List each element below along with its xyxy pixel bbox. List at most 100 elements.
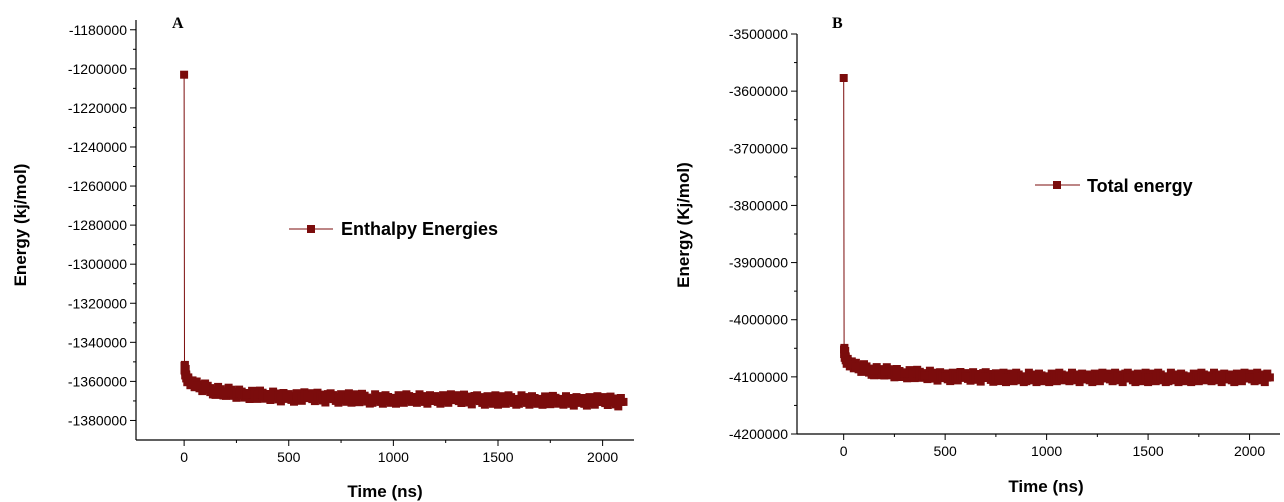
panel-a-data-point [431,395,440,403]
panel-b-data-point [1002,373,1010,382]
panel-a-y-tick-label: -1260000 [68,178,127,194]
panel-b-x-tick-label: 500 [933,443,957,459]
panel-b-data-point [1062,373,1071,382]
panel-b-series-line [843,77,1270,378]
panel-a-data-point [556,396,565,405]
panel-b-legend-label: Total energy [1087,176,1193,196]
panel-a-data-point [410,395,419,403]
panel-a-x-tick-label: 0 [180,449,188,465]
panel-b-data-point [870,366,879,375]
panel-b-y-tick-label: -4000000 [729,312,788,328]
panel-b-data-point [839,74,848,82]
panel-b-data-point [961,372,970,381]
panel-a-data-point [473,396,482,404]
panel-a-x-axis-title: Time (ns) [347,482,422,501]
panel-a-y-tick-label: -1320000 [68,295,127,311]
panel-a-y-axis-title: Energy (kj/mol) [11,164,30,287]
panel-b: B Time (ns) Energy (Kj/mol) -4200000 -410… [674,15,1280,496]
panel-a-data-point [192,381,201,390]
panel-a-y-tick-label: -1300000 [68,256,127,272]
panel-b-data-point [843,356,852,365]
panel-b-y-tick-label: -4200000 [729,426,788,442]
panel-a-data-point [201,384,210,393]
panel-b-data-point [1164,373,1173,382]
panel-a-y-tick-label: -1380000 [68,412,127,428]
panel-b-data-point [1123,373,1132,382]
panel-b-data-point [1144,373,1153,382]
panel-b-data-point [1083,373,1092,382]
panel-b-data-point [880,367,889,376]
panel-a-data-point [180,361,189,370]
panel-a-data-point [284,393,293,401]
panel-b-legend: Total energy [1035,176,1193,196]
panel-a-data-point [242,390,251,399]
panel-b-data-point [1205,373,1213,382]
panel-b-data-point [900,369,909,378]
panel-b-data-point [941,372,950,381]
panel-a-y-tick-label: -1340000 [68,334,127,350]
panel-a-y-tick-label: -1240000 [68,139,127,155]
panel-b-x-tick-label: 0 [840,443,848,459]
panel-b-data-point [1022,373,1031,382]
panel-a-x-tick-label: 2000 [587,449,618,465]
panel-a-data-point [347,394,356,402]
panel-b-y-tick-label: -3900000 [729,255,788,271]
panel-b-y-tick-label: -3700000 [729,140,788,156]
panel-a-data-point [184,375,193,384]
panel-a-data-point [368,395,377,403]
panel-a-plot-area: -1380000 -1360000 -1340000 -1320000 -1300000… [68,20,634,465]
panel-a-x-tick-label: 1000 [378,449,409,465]
panel-b-data-point [851,362,860,371]
panel-a-legend-marker [307,225,315,233]
panel-a-data-point [305,393,314,401]
panel-a-data-point [514,396,523,404]
panel-a-data-point [452,395,461,403]
panel-a-data-point [263,392,272,400]
panel-b-x-axis-title: Time (ns) [1008,477,1083,496]
panel-a-y-tick-label: -1360000 [68,373,127,389]
panel-b-y-tick-label: -3600000 [729,83,788,99]
panel-a-label: A [172,15,184,32]
panel-b-data-point [1225,373,1234,382]
panel-b-label: B [832,15,843,32]
panel-a-data-point [494,396,502,404]
panel-a-data-point [211,386,220,395]
panel-b-data-point [920,371,929,380]
panel-b-y-tick-label: -3800000 [729,197,788,213]
panel-a-data-point [188,379,197,388]
panel-a-data-point [180,70,189,79]
panel-b-data-point [847,360,856,369]
panel-a: A Time (ns) Energy (kj/mol) -1380000 -136… [11,15,634,501]
panel-a-data-point [598,396,607,405]
panel-b-x-tick-label: 1500 [1133,443,1164,459]
panel-b-y-tick-label: -3500000 [729,26,788,42]
panel-b-y-axis-title: Energy (Kj/mol) [674,162,693,288]
panel-a-data-point [326,394,335,402]
panel-a-x-tick-label: 500 [277,449,301,465]
panel-a-data-point [577,396,586,405]
panel-a-data-point [619,397,628,406]
panel-b-data-point [1265,373,1274,382]
panel-b-data-point [1042,373,1051,382]
panel-b-data-point [981,372,990,381]
panel-a-data-point [389,395,398,403]
panel-a-data-point [222,388,230,397]
panel-b-data-point [860,364,868,373]
panel-a-legend-label: Enthalpy Energies [341,219,498,239]
panel-a-data-point [535,396,544,404]
panel-a-y-tick-label: -1280000 [68,217,127,233]
panel-a-x-tick-label: 1500 [482,449,513,465]
panel-b-data-point [1245,373,1254,382]
panel-b-data-point [1103,373,1112,382]
panel-a-y-tick-label: -1200000 [68,61,127,77]
panel-b-data-point [1184,373,1193,382]
panel-b-data-point [840,345,849,354]
panel-b-x-tick-label: 2000 [1234,443,1265,459]
panel-a-legend: Enthalpy Energies [289,219,498,239]
panel-b-x-tick-label: 1000 [1031,443,1062,459]
panel-a-y-tick-label: -1220000 [68,100,127,116]
panel-b-y-tick-label: -4100000 [729,369,788,385]
panel-b-plot-area: -4200000 -4100000 -4000000 -3900000 -3800000… [729,26,1280,459]
panel-b-legend-marker [1053,181,1061,189]
